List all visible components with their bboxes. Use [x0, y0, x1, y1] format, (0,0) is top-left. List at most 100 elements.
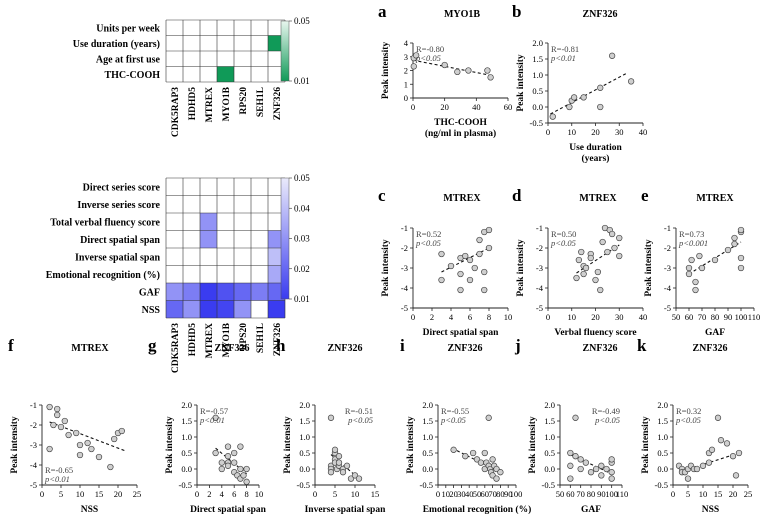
x-tick-label: 80 [496, 489, 505, 499]
heatmap-cell-empty [217, 248, 234, 266]
y-tick-label: 0.0 [544, 464, 555, 474]
x-axis-label: Use duration [569, 143, 622, 153]
y-tick-label: -2 [30, 420, 37, 430]
r-value: R=-0.65 [45, 465, 73, 475]
data-point [343, 462, 351, 469]
data-point [714, 414, 722, 421]
data-point [218, 459, 225, 466]
y-tick-label: 0.0 [181, 464, 192, 474]
heatmap-cell-empty [166, 35, 183, 51]
y-tick-label: 0.5 [532, 86, 543, 96]
y-tick-label: 0.0 [299, 464, 310, 474]
data-point [627, 78, 635, 85]
heatmap-cell-empty [251, 66, 268, 82]
colorbar-tick-label: 0.05 [294, 16, 310, 26]
x-tick-label: 110 [616, 489, 628, 499]
y-tick-label: -2 [664, 243, 671, 253]
x-tick-label: 10 [568, 312, 577, 322]
heatmap-cell-empty [166, 230, 183, 248]
heatmap-row-label: Emotional recognition (%) [46, 270, 160, 281]
data-point [599, 238, 606, 246]
heatmap-cell-empty [166, 178, 183, 196]
x-tick-label: 30 [457, 489, 466, 499]
heatmap-col-label: MYO1B [222, 322, 232, 357]
y-tick-label: 3 [404, 52, 408, 62]
data-point [76, 441, 84, 449]
y-tick-label: 0.0 [532, 102, 543, 112]
x-axis-label: Emotional recognition (%) [423, 504, 532, 515]
y-tick-label: -3 [664, 263, 671, 273]
data-point [111, 435, 118, 443]
y-tick-label: 2.0 [181, 400, 192, 410]
x-tick-label: 10 [568, 127, 577, 137]
heatmap-cell-empty [183, 195, 200, 213]
data-point [243, 465, 250, 473]
data-point [46, 445, 53, 453]
y-tick-label: -4 [30, 460, 38, 470]
y-tick-label: -3 [536, 263, 543, 273]
r-value: R=-0.57 [200, 406, 228, 416]
x-axis-label: Verbal fluency score [554, 328, 636, 338]
x-tick-label: 10 [504, 312, 513, 322]
heatmap-cell-empty [251, 213, 268, 231]
heatmap-cell-empty [166, 66, 183, 82]
data-point [570, 94, 578, 101]
panel-title: ZNF326 [583, 9, 618, 20]
heatmap-cell-empty [217, 213, 234, 231]
heatmap-col-label: ZNF326 [273, 87, 283, 121]
data-point [231, 449, 238, 457]
data-point [566, 103, 573, 111]
data-point [587, 469, 595, 476]
y-tick-label: 0.5 [657, 448, 668, 458]
y-tick-label: -0.5 [179, 480, 192, 490]
y-tick-label: 2.0 [544, 400, 555, 410]
x-tick-label: 110 [748, 312, 760, 322]
data-point [587, 254, 594, 262]
data-point [567, 449, 574, 457]
data-point [457, 286, 464, 294]
x-tick-label: 15 [371, 489, 380, 499]
panel-letter: h [276, 336, 286, 355]
y-tick-label: 0.5 [544, 448, 555, 458]
heatmap-row-label: Use duration (years) [73, 39, 160, 50]
data-point [462, 252, 469, 260]
y-tick-label: -2 [401, 243, 408, 253]
data-point [489, 456, 496, 463]
panel-letter: g [148, 336, 157, 355]
data-point [580, 270, 587, 278]
data-point [335, 459, 343, 466]
x-tick-label: 15 [714, 489, 723, 499]
y-tick-label: 4 [404, 38, 409, 48]
data-point [485, 244, 493, 252]
x-tick-label: 30 [615, 312, 624, 322]
heatmap-cell-empty [217, 178, 234, 196]
y-tick-label: -1 [401, 223, 408, 233]
heatmap-cell-empty [183, 230, 200, 248]
x-tick-label: 0 [671, 489, 675, 499]
x-tick-label: 40 [465, 489, 474, 499]
y-axis-label: Peak intensity [165, 416, 175, 474]
y-axis-label: Peak intensity [406, 416, 416, 474]
y-tick-label: 1.0 [422, 432, 433, 442]
heatmap-cell [166, 283, 183, 301]
data-point [347, 475, 355, 482]
x-tick-label: 40 [472, 102, 481, 112]
x-tick-label: 60 [566, 489, 575, 499]
p-value: p<0.01 [550, 53, 576, 63]
fit-line [441, 247, 490, 273]
heatmap-cell-empty [166, 51, 183, 67]
heatmap-cell-empty [251, 20, 268, 36]
colorbar-tick-label: 0.05 [294, 173, 310, 183]
heatmap-cell-empty [234, 265, 251, 283]
heatmap-cell-empty [234, 51, 251, 67]
x-tick-label: 20 [440, 102, 449, 112]
colorbar-tick-label: 0.01 [294, 76, 310, 86]
panel-title: ZNF326 [448, 343, 483, 354]
x-axis-label: Direct spatial span [423, 328, 500, 338]
colorbar-tick-label: 0.01 [294, 294, 310, 304]
y-axis-label: Peak intensity [10, 416, 20, 474]
y-tick-label: 0.5 [422, 448, 433, 458]
panel-title: MTREX [579, 193, 617, 204]
heatmap-cell-empty [234, 195, 251, 213]
